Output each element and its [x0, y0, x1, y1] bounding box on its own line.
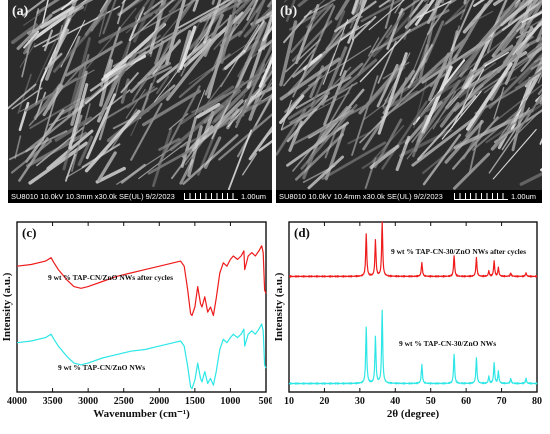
nanowire-texture-a: [8, 0, 272, 203]
x-tick-label: 4000: [7, 396, 27, 407]
x-tick-label: 10: [284, 396, 294, 407]
panel-label-a: (a): [12, 4, 29, 19]
series-line-0: [16, 245, 267, 317]
x-tick-label: 70: [497, 396, 507, 407]
sem-info-text-b: SU8010 10.0kV 10.4mm x30.0k SE(UL) 9/2/2…: [279, 192, 443, 201]
sem-info-bar-a: SU8010 10.0kV 10.3mm x30.0k SE(UL) 9/2/2…: [8, 190, 272, 203]
sem-image-a: (a) SU8010 10.0kV 10.3mm x30.0k SE(UL) 9…: [8, 0, 272, 203]
panel-label-b: (b): [280, 4, 298, 19]
panel-label: (d): [294, 225, 310, 240]
nanowire-texture-b: [276, 0, 542, 203]
x-tick-label: 50: [426, 396, 436, 407]
x-tick-label: 40: [390, 396, 400, 407]
x-axis-label: 2θ (degree): [387, 408, 440, 420]
sem-info-text-a: SU8010 10.0kV 10.3mm x30.0k SE(UL) 9/2/2…: [11, 192, 175, 201]
sem-image-b: (b) SU8010 10.0kV 10.4mm x30.0k SE(UL) 9…: [276, 0, 542, 203]
chart-c: 4000 3500 3000 2500 2000 1500 1000 500 Wavenumbe…: [1, 221, 273, 420]
plot-frame: [16, 221, 267, 393]
x-tick-label: 2500: [114, 396, 134, 407]
series-line-0: [288, 221, 538, 278]
series-line-1: [288, 309, 538, 385]
x-tick-label: 3500: [43, 396, 63, 407]
scale-bar-b: [454, 193, 508, 200]
scale-label-b: 1.00um: [510, 192, 536, 201]
panel-label: (c): [22, 225, 36, 240]
series-label-0: 9 wt % TAP-CN/ZnO NWs after cycles: [48, 273, 173, 282]
series-label-1: 9 wt % TAP-CN/ZnO NWs: [58, 363, 145, 372]
x-tick-label: 1500: [185, 396, 205, 407]
series-line-1: [16, 323, 267, 390]
scale-label-a: 1.00um: [240, 192, 266, 201]
series-label-1: 9 wt % TAP-CN-30/ZnO NWs: [399, 339, 496, 348]
plot-frame: [288, 221, 538, 393]
x-tick-label: 1000: [220, 396, 240, 407]
y-axis-label: Intensity (a.u.): [275, 272, 285, 341]
x-tick-label: 60: [461, 396, 471, 407]
x-tick-label: 80: [532, 396, 542, 407]
scale-bar-a: [184, 193, 238, 200]
x-tick-label: 20: [319, 396, 329, 407]
chart-d: 10 20 30 40 50 60 70 80 2θ (degree) Intensity (a.…: [275, 221, 542, 420]
x-tick-label: 2000: [149, 396, 169, 407]
x-tick-label: 3000: [78, 396, 98, 407]
series-label-0: 9 wt % TAP-CN-30/ZnO NWs after cycles: [391, 247, 526, 256]
x-axis-label: Wavenumber (cm⁻¹): [93, 408, 190, 420]
sem-info-bar-b: SU8010 10.0kV 10.4mm x30.0k SE(UL) 9/2/2…: [276, 190, 542, 203]
x-tick-label: 500: [259, 396, 273, 407]
x-tick-label: 30: [355, 396, 365, 407]
y-axis-label: Intensity (a.u.): [1, 272, 13, 341]
